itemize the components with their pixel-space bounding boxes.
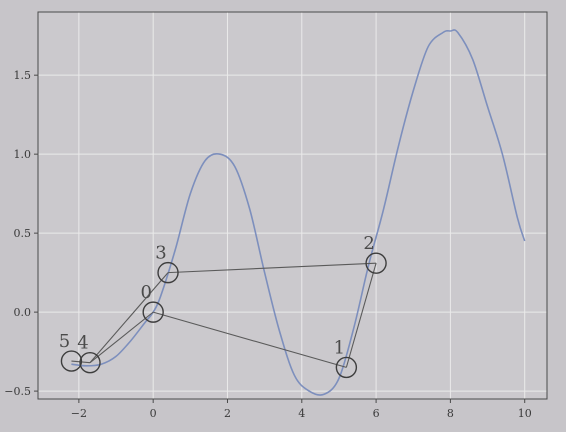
x-tick-label: 4: [298, 407, 305, 420]
x-tick-label: 0: [150, 407, 157, 420]
point-marker: [142, 301, 164, 323]
y-tick-label: −0.5: [4, 385, 31, 398]
point-marker: [60, 350, 83, 372]
x-tick-label: 6: [373, 407, 380, 420]
point-marker: [157, 261, 179, 284]
path-segment: [153, 311, 347, 368]
path-segment: [89, 272, 169, 364]
path-segment: [89, 311, 154, 364]
point-label: 5: [59, 331, 70, 352]
y-axis-ticks: −0.5 0.0 0.5 1.0 1.5: [4, 69, 38, 398]
point-label: 2: [363, 233, 374, 254]
x-tick-label: 10: [518, 407, 532, 420]
x-tick-label: 2: [224, 407, 231, 420]
path-segment: [345, 263, 377, 368]
grid: [38, 12, 547, 399]
y-tick-label: 0.0: [14, 306, 32, 319]
point-marker: [335, 356, 358, 379]
x-tick-label: 8: [447, 407, 454, 420]
point-label: 4: [77, 333, 88, 354]
y-tick-label: 1.0: [14, 148, 32, 161]
function-curve: [71, 29, 526, 396]
plot-frame: [37, 11, 548, 400]
curve-layer: [71, 29, 526, 396]
point-marker: [79, 351, 101, 374]
y-tick-label: 1.5: [14, 69, 32, 82]
plot-background: [38, 12, 547, 399]
x-axis-ticks: −2 0 2 4 6 8 10: [71, 399, 532, 420]
path-segment: [168, 262, 377, 274]
point-marker: [365, 252, 387, 274]
point-label: 0: [140, 282, 151, 303]
point-label: 3: [155, 243, 166, 264]
y-tick-label: 0.5: [14, 227, 32, 240]
x-tick-label: −2: [71, 407, 87, 420]
marker-layer: 0 1 2 3 45: [59, 233, 387, 379]
point-label: 1: [334, 337, 345, 358]
